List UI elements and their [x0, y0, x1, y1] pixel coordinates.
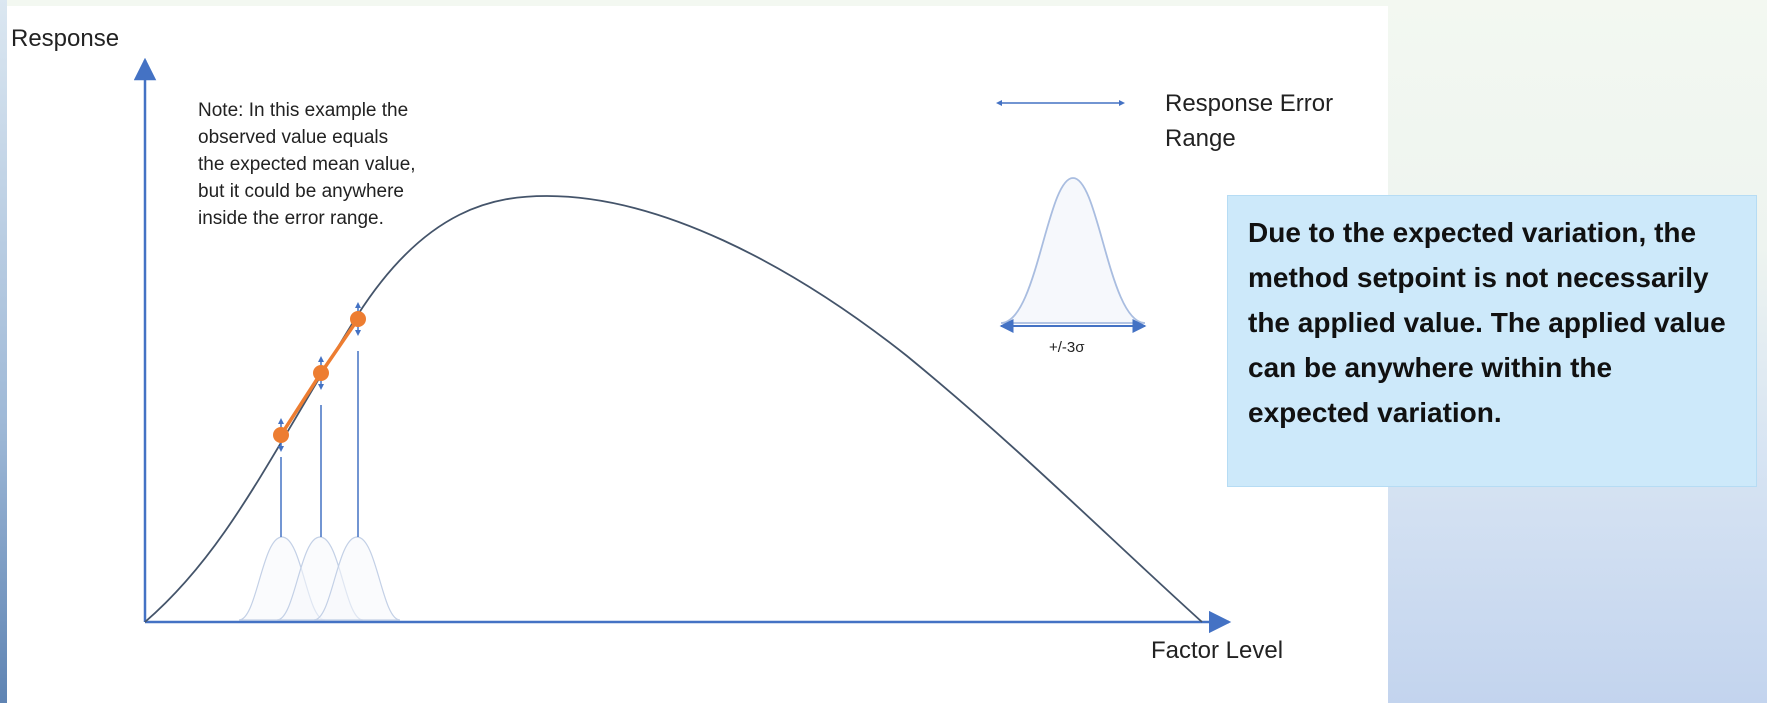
- setpoint-distributions: [238, 536, 401, 621]
- note: Note: In this example the observed value…: [198, 100, 416, 229]
- x-axis-label: Factor Level: [1151, 637, 1283, 664]
- legend: Response Error Range +/-3σ: [996, 90, 1333, 356]
- y-axis-label: Response: [11, 25, 119, 52]
- observed-point-2: [313, 365, 329, 381]
- observed-point-3: [350, 311, 366, 327]
- note-line: but it could be anywhere: [198, 181, 404, 202]
- legend-gaussian-icon: [1000, 177, 1146, 324]
- legend-error-bar-icon: [996, 100, 1125, 106]
- note-line: observed value equals: [198, 127, 388, 148]
- diagram-canvas: Response Factor Level Note: In this exam…: [7, 6, 1388, 703]
- left-edge-strip: [0, 0, 7, 703]
- observed-points: [273, 311, 366, 443]
- setpoint-distribution-3: [313, 536, 401, 621]
- note-line: inside the error range.: [198, 208, 384, 229]
- note-line: the expected mean value,: [198, 154, 416, 175]
- response-curve-diagram: Response Factor Level Note: In this exam…: [11, 25, 1333, 664]
- callout-box: Due to the expected variation, the metho…: [1227, 195, 1757, 487]
- note-line: Note: In this example the: [198, 100, 408, 121]
- legend-label: Response Error: [1165, 90, 1333, 117]
- setpoint-lines: [280, 351, 359, 537]
- legend-label: Range: [1165, 125, 1236, 152]
- observed-point-1: [273, 427, 289, 443]
- sigma-label: +/-3σ: [1049, 339, 1085, 356]
- callout-text: Due to the expected variation, the metho…: [1248, 217, 1726, 428]
